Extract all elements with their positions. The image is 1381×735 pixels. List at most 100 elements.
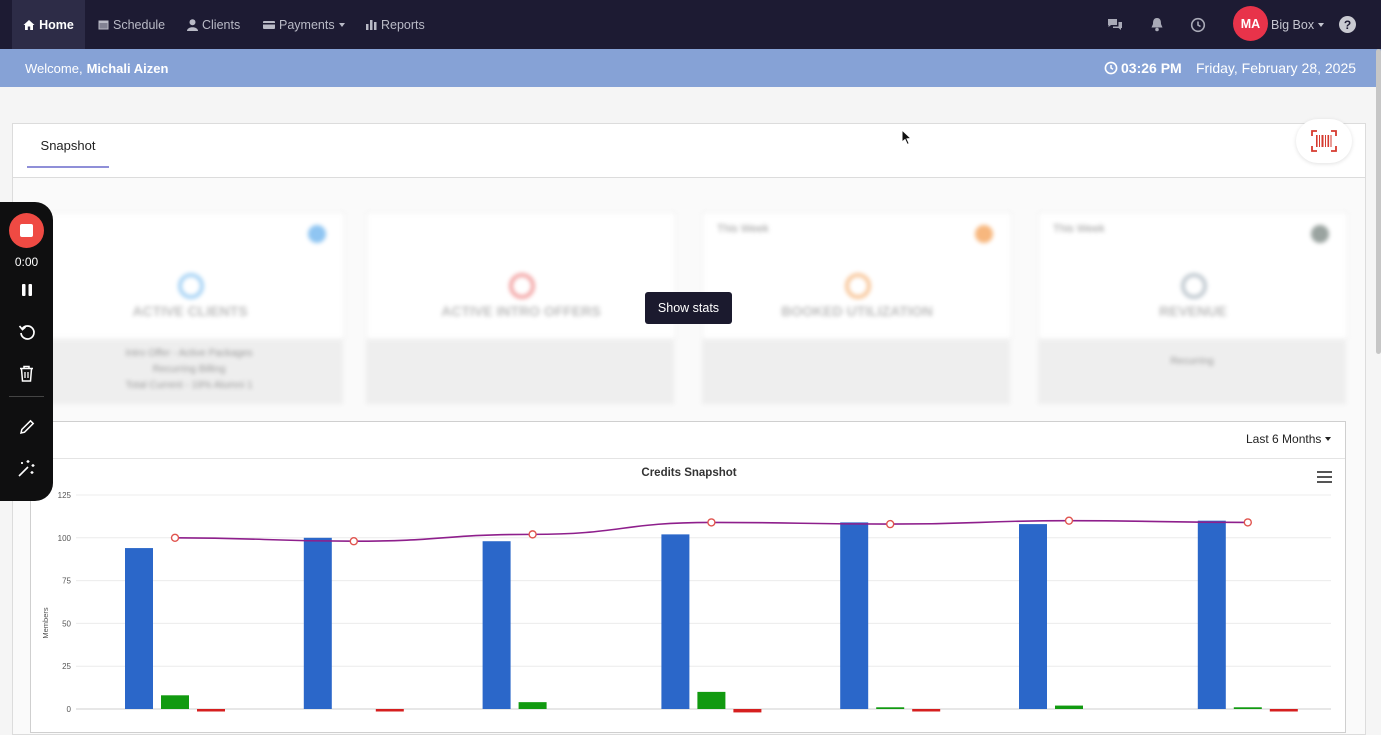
loading-ring-icon xyxy=(178,273,204,299)
welcome-message: Welcome, Michali Aizen xyxy=(25,49,168,87)
help-icon[interactable]: ? xyxy=(1339,16,1356,33)
y-tick-label: 25 xyxy=(62,662,71,671)
card-active-intro-offers-top: ACTIVE INTRO OFFERS xyxy=(366,212,676,339)
tab-snapshot[interactable]: Snapshot xyxy=(27,124,109,168)
current-time-value: 03:26 PM xyxy=(1121,60,1182,76)
chevron-down-icon xyxy=(1325,437,1332,441)
welcome-bar: Welcome, Michali Aizen 03:26 PM Friday, … xyxy=(0,49,1381,87)
chart-point[interactable] xyxy=(349,537,358,546)
stop-icon xyxy=(20,224,33,237)
restart-icon[interactable] xyxy=(16,321,37,342)
nav-reports-label: Reports xyxy=(381,17,425,32)
nav-clients[interactable]: Clients xyxy=(187,0,240,49)
account-dropdown[interactable]: Big Box xyxy=(1271,0,1325,49)
y-tick-label: 50 xyxy=(62,619,71,628)
stop-recording-button[interactable] xyxy=(9,213,44,248)
user-icon xyxy=(187,18,198,31)
chart-bar[interactable] xyxy=(197,709,225,712)
chart-bar[interactable] xyxy=(1055,705,1083,709)
recording-toolbar: 0:00 xyxy=(0,202,53,501)
card-revenue: This Week REVENUE Recurring xyxy=(1038,212,1348,404)
info-icon xyxy=(975,225,993,243)
info-icon xyxy=(1311,225,1329,243)
history-clock-icon[interactable] xyxy=(1190,0,1206,49)
chart-bar[interactable] xyxy=(876,707,905,709)
account-label: Big Box xyxy=(1271,17,1315,32)
divider xyxy=(31,458,1345,459)
chart-bar[interactable] xyxy=(840,522,869,709)
pause-icon[interactable] xyxy=(16,279,37,300)
card-booked-utilization-period[interactable]: This Week xyxy=(717,223,769,235)
chart-point[interactable] xyxy=(528,530,537,539)
bell-icon[interactable] xyxy=(1150,0,1164,49)
chart-point[interactable] xyxy=(170,533,180,543)
chart-bar[interactable] xyxy=(303,537,332,709)
y-tick-label: 75 xyxy=(62,577,71,586)
chart-bar[interactable] xyxy=(482,541,511,709)
chart-menu-icon[interactable] xyxy=(1317,471,1332,483)
range-dropdown[interactable]: Last 6 Months xyxy=(1246,432,1332,446)
calendar-icon xyxy=(98,20,109,30)
nav-payments-label: Payments xyxy=(279,17,335,32)
card-active-intro-offers-details xyxy=(366,340,674,404)
top-navbar: Home Schedule Clients Payments Reports M… xyxy=(0,0,1381,49)
loading-ring-icon xyxy=(509,273,535,299)
chart-point[interactable] xyxy=(1064,516,1074,525)
nav-home[interactable]: Home xyxy=(12,0,85,49)
nav-schedule[interactable]: Schedule xyxy=(98,0,165,49)
tab-bar: Snapshot xyxy=(13,119,1365,178)
welcome-user-name: Michali Aizen xyxy=(86,60,169,76)
card-active-clients: ACTIVE CLIENTS Intro Offer - Active Pack… xyxy=(35,212,345,404)
welcome-greeting: Welcome, xyxy=(25,60,83,76)
y-axis-label: Members xyxy=(41,607,50,639)
card-booked-utilization-title: BOOKED UTILIZATION xyxy=(781,303,933,319)
loading-ring-icon xyxy=(1181,273,1207,299)
chart-bar[interactable] xyxy=(661,534,690,709)
card-booked-utilization-top: This Week BOOKED UTILIZATION xyxy=(702,212,1012,339)
chart-bar[interactable] xyxy=(518,702,547,709)
recording-timer: 0:00 xyxy=(14,255,39,269)
nav-home-label: Home xyxy=(39,17,74,32)
chart-title: Credits Snapshot xyxy=(641,467,736,479)
chart-point[interactable] xyxy=(707,518,716,527)
chart-bar[interactable] xyxy=(1197,520,1226,709)
pen-icon[interactable] xyxy=(16,416,37,437)
chart-point[interactable] xyxy=(1243,518,1253,527)
chart-bar[interactable] xyxy=(1019,524,1047,709)
card-active-clients-title: ACTIVE CLIENTS xyxy=(132,303,248,319)
page-scrollbar[interactable] xyxy=(1376,49,1381,354)
avatar[interactable]: MA xyxy=(1233,6,1268,41)
y-tick-label: 100 xyxy=(58,534,72,543)
divider xyxy=(9,396,44,397)
chart-bar[interactable] xyxy=(697,691,726,709)
chevron-down-icon xyxy=(1318,22,1325,27)
chart-bar[interactable] xyxy=(912,709,941,712)
loading-ring-icon xyxy=(845,273,871,299)
chart-bar[interactable] xyxy=(733,709,762,713)
mouse-cursor-icon xyxy=(901,129,913,146)
credit-card-icon xyxy=(263,20,275,29)
chart-bar[interactable] xyxy=(125,548,153,709)
trash-icon[interactable] xyxy=(16,363,37,384)
chevron-down-icon xyxy=(338,22,345,27)
chat-icon[interactable] xyxy=(1107,0,1123,49)
clock-icon xyxy=(1104,61,1118,75)
card-revenue-period[interactable]: This Week xyxy=(1053,223,1105,235)
chart-bar[interactable] xyxy=(1233,707,1262,709)
chart-bar[interactable] xyxy=(375,709,404,712)
nav-reports[interactable]: Reports xyxy=(366,0,425,49)
card-active-intro-offers-title: ACTIVE INTRO OFFERS xyxy=(441,303,601,319)
chart-bar[interactable] xyxy=(161,695,189,709)
nav-clients-label: Clients xyxy=(202,17,241,32)
nav-schedule-label: Schedule xyxy=(113,17,166,32)
show-stats-button[interactable]: Show stats xyxy=(645,292,732,324)
barcode-scanner-button[interactable] xyxy=(1296,119,1352,163)
chart-point[interactable] xyxy=(886,519,895,529)
card-revenue-title: REVENUE xyxy=(1159,303,1227,319)
nav-payments[interactable]: Payments xyxy=(263,0,345,49)
card-revenue-details: Recurring xyxy=(1038,340,1346,404)
card-booked-utilization-details xyxy=(702,340,1010,404)
magic-wand-icon[interactable] xyxy=(16,458,37,479)
card-booked-utilization: This Week BOOKED UTILIZATION xyxy=(702,212,1012,404)
chart-bar[interactable] xyxy=(1269,709,1298,712)
